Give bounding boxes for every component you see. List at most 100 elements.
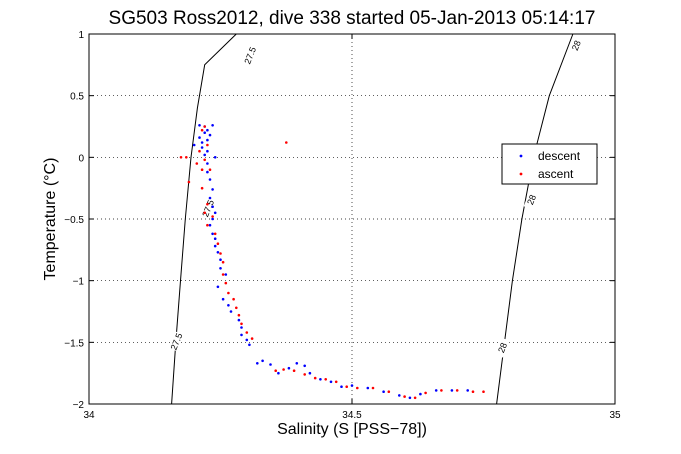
ascent-point [179,156,183,159]
density-contours: 27.5 27.5 27.5 28 28 28 [168,33,584,405]
legend-descent-marker [519,154,523,158]
ascent-point [211,215,214,218]
descent-point [200,141,204,144]
contour-label-group: 27.5 [200,198,216,218]
ascent-point [471,390,475,394]
ascent-point [235,306,238,310]
descent-point [219,267,222,270]
descent-point [303,364,307,368]
descent-point [211,217,214,221]
descent-point [466,389,470,392]
ascent-point [237,313,241,317]
descent-point [382,390,385,394]
descent-point [248,343,251,347]
ascent-point [424,391,427,395]
ascent-point [206,202,209,206]
descent-point [308,371,312,375]
descent-point [419,392,422,396]
ascent-point [203,158,206,162]
descent-point [198,124,201,127]
ascent-point [227,291,230,295]
ascent-point [334,380,338,384]
descent-point [261,359,264,363]
descent-point [240,333,243,337]
descent-point [206,128,209,132]
descent-point [203,131,206,134]
ascent-point [324,378,328,381]
contour-label: 28 [496,341,509,354]
descent-point [213,156,217,159]
x-tick-label: 34.5 [342,410,362,421]
descent-point [366,386,370,390]
descent-point [206,162,209,165]
ascent-point [282,368,285,371]
ascent-point [292,369,296,373]
descent-point [434,389,438,392]
descent-point [206,138,209,142]
descent-point [208,196,212,200]
ascent-point [413,396,417,400]
contour-label-group: 27.5 [242,45,258,65]
descent-point [287,366,291,370]
y-tick-label: −0.5 [64,215,84,226]
y-tick-label: −1.5 [64,338,84,349]
ascent-point [200,186,204,190]
ascent-point [208,168,212,171]
descent-point [211,205,214,208]
ascent-point [198,149,201,153]
contour-label: 27.5 [200,198,216,218]
ascent-point [356,386,359,390]
ascent-point [250,337,254,340]
ascent-point [232,297,235,301]
descent-point [208,178,212,181]
ascent-point [195,162,199,165]
descent-point [227,304,230,307]
y-tick-label: 0 [78,153,84,164]
descent-point [200,146,204,149]
ascent-point [274,369,278,373]
ascent-point [482,390,485,394]
descent-point [211,188,214,191]
y-tick-label: −1 [73,277,85,288]
descent-point [240,326,243,329]
ascent-point [206,223,209,227]
ascent-point [440,389,443,392]
descent-point [216,251,220,254]
ascent-point [216,242,220,245]
ascent-point [387,390,391,394]
contour-label-group: 28 [568,35,584,56]
descent-point [216,285,220,289]
legend: descent ascent [501,143,598,185]
legend-descent-label: descent [538,149,581,163]
contour-label: 27.5 [169,332,185,352]
contour-label-bg [568,35,584,56]
descent-point [398,394,401,397]
axis-ticks: 34 34.5 35 −2 −1.5 −1 −0.5 0 0.5 1 [64,30,621,421]
contour-label-bg [494,337,510,358]
ascent-point [240,322,243,326]
ascent-point [403,395,406,398]
ascent-point [224,281,228,285]
descent-point [213,237,217,240]
ascent-point [345,385,349,389]
y-tick-label: 1 [78,30,84,41]
descent-point [350,384,354,387]
x-axis-label: Salinity (S [PSS−78]) [277,421,427,438]
descent-point [213,211,217,215]
contour-label-group: 27.5 [168,331,185,352]
descent-point [203,153,206,157]
descent-point [229,310,233,313]
ascent-point [200,128,204,132]
contour-label-bg [168,331,184,352]
ascent-point [203,125,206,128]
legend-ascent-label: ascent [538,167,574,181]
contour-label-group: 28 [523,189,539,210]
contour-label-bg [242,45,258,66]
descent-point [213,244,217,248]
descent-point [208,223,212,227]
chart-title: SG503 Ross2012, dive 338 started 05-Jan-… [109,8,596,29]
ascent-point [200,168,204,171]
contour-label: 28 [525,193,538,206]
descent-point [319,378,322,381]
